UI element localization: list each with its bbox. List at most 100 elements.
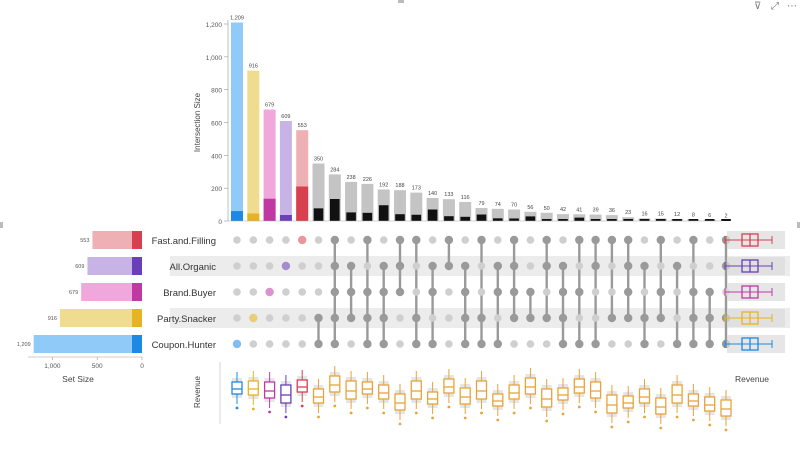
more-options-icon[interactable]: ⋯ [787, 1, 797, 12]
intersection-bar [589, 214, 602, 221]
intersection-revenue-boxplot [541, 379, 553, 423]
y-axis-title: Intersection Size [193, 92, 202, 152]
set-name-label: All.Organic [170, 262, 217, 273]
matrix-dot-inactive [542, 288, 551, 296]
intersection-bar [361, 183, 374, 221]
revenue-box [524, 377, 537, 395]
intersection-value-label: 173 [412, 186, 421, 192]
intersection-bar [231, 22, 243, 222]
intersection-bar [508, 209, 521, 221]
matrix-dot-inactive [526, 262, 535, 270]
matrix-dot-inactive [608, 288, 616, 296]
matrix-dot-active [363, 287, 372, 297]
revenue-outlier [724, 428, 728, 432]
matrix-dot-inactive [428, 314, 437, 322]
intersection-value-label: 2 [724, 214, 727, 220]
intersection-value-label: 41 [576, 207, 582, 213]
revenue-outlier [529, 406, 532, 410]
matrix-dot-active [412, 235, 421, 245]
matrix-dot-inactive [657, 262, 665, 270]
intersection-bar [394, 190, 406, 221]
matrix-dot-active [379, 261, 388, 271]
matrix-dot-active [232, 339, 242, 349]
intersection-revenue-boxplot [345, 371, 357, 415]
matrix-dot-inactive [265, 236, 274, 244]
matrix-dot-inactive [673, 236, 681, 244]
set-revenue-boxplot [724, 309, 785, 327]
y-tick-label: 400 [211, 153, 222, 160]
set-size-value-label: 609 [75, 264, 84, 270]
intersection-value-label: 50 [544, 206, 550, 212]
set-size-value-label: 916 [48, 316, 57, 322]
revenue-outlier [463, 416, 467, 420]
intersection-value-label: 36 [609, 208, 615, 214]
matrix-dot-inactive [673, 314, 681, 322]
intersection-revenue-boxplot [312, 379, 325, 419]
matrix-dot-inactive [298, 340, 307, 348]
intersection-revenue-boxplot [573, 369, 585, 409]
intersection-value-label: 56 [527, 205, 533, 211]
matrix-dot-active [330, 235, 339, 245]
filter-icon[interactable]: ⊽ [754, 1, 762, 12]
intersection-value-label: 15 [658, 212, 664, 218]
matrix-dot-active [689, 313, 698, 323]
matrix-dot-active [526, 313, 535, 323]
intersection-revenue-boxplot [655, 388, 667, 430]
focus-mode-icon[interactable]: ⤢ [771, 1, 779, 12]
matrix-dot-inactive [396, 340, 404, 348]
matrix-dot-inactive [657, 340, 665, 348]
intersection-revenue-boxplot [263, 372, 276, 414]
matrix-dot-active [542, 261, 551, 271]
matrix-dot-inactive [477, 288, 486, 296]
matrix-dot-active [461, 287, 470, 297]
intersection-bar-highlight [411, 214, 422, 221]
intersection-revenue-boxplot [508, 375, 520, 415]
matrix-dot-active [607, 313, 617, 323]
intersection-revenue-boxplot [426, 382, 439, 420]
set-name-label: Coupon.Hunter [152, 340, 216, 351]
intersection-revenue-boxplot [247, 371, 259, 411]
revenue-outlier [480, 411, 483, 415]
matrix-dot-active [672, 261, 682, 271]
matrix-dot-active [314, 313, 323, 323]
matrix-dot-inactive [249, 340, 258, 348]
intersection-bar [247, 70, 260, 221]
revenue-box [541, 388, 553, 408]
intersection-revenue-boxplot [687, 384, 700, 422]
resize-handle-top[interactable] [398, 0, 404, 3]
matrix-dot-active [640, 313, 649, 323]
matrix-dot-active [379, 287, 388, 297]
revenue-outlier [610, 425, 614, 429]
revenue-outlier [284, 415, 288, 419]
intersection-value-label: 6 [708, 213, 711, 219]
intersection-revenue-boxplot [671, 375, 683, 419]
matrix-dot-active [346, 313, 356, 323]
intersection-value-label: 679 [265, 103, 274, 109]
y-tick-label: 1,200 [206, 22, 223, 29]
matrix-dot-active [461, 313, 470, 323]
intersection-bar [459, 201, 472, 221]
intersection-value-label: 74 [495, 202, 501, 208]
revenue-box [606, 394, 618, 414]
resize-handle-left[interactable] [0, 222, 3, 228]
matrix-dot-active [493, 261, 502, 271]
matrix-dot-active [509, 261, 519, 271]
matrix-dot-active [330, 313, 339, 323]
intersection-revenue-boxplot [361, 372, 374, 410]
matrix-dot-active [509, 235, 519, 245]
revenue-box [426, 391, 439, 405]
matrix-dot-inactive [282, 314, 290, 322]
intersection-value-label: 39 [593, 208, 599, 214]
matrix-dot-inactive [608, 262, 616, 270]
intersection-value-label: 284 [330, 167, 339, 173]
intersection-value-label: 226 [363, 177, 372, 183]
revenue-outlier [659, 426, 663, 430]
matrix-dot-active [363, 339, 372, 349]
matrix-dot-active [314, 339, 323, 349]
matrix-dot-active [558, 313, 568, 323]
revenue-outlier [561, 412, 565, 416]
resize-handle-right[interactable] [797, 222, 800, 228]
intersection-revenue-boxplot [492, 384, 504, 422]
matrix-dot-inactive [233, 262, 241, 270]
